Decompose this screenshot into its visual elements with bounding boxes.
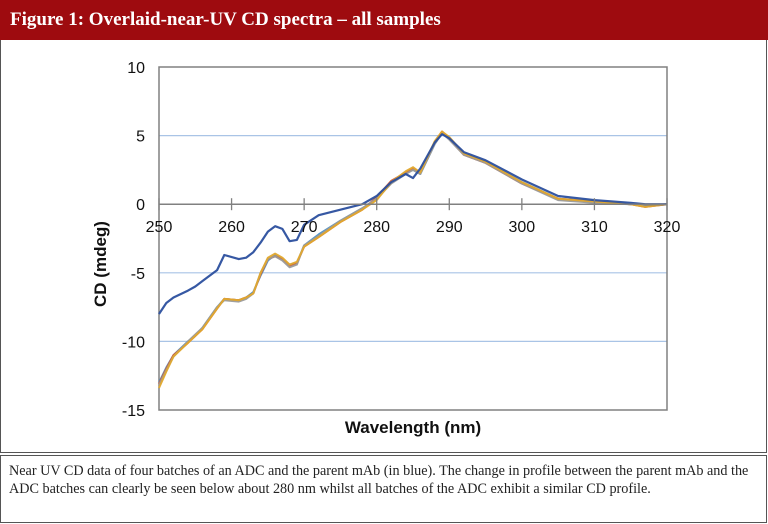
x-tick-label: 290 bbox=[436, 219, 463, 236]
y-tick-label: 0 bbox=[136, 197, 145, 214]
y-axis-label: CD (mdeg) bbox=[91, 221, 110, 307]
x-tick-label: 250 bbox=[146, 219, 173, 236]
y-tick-label: -5 bbox=[131, 266, 145, 283]
y-tick-labels: 10 5 0 -5 -10 -15 bbox=[122, 60, 145, 420]
x-tick-label: 280 bbox=[363, 219, 390, 236]
x-tick-label: 320 bbox=[654, 219, 681, 236]
series-layer bbox=[158, 130, 668, 389]
grid-lines bbox=[159, 134, 667, 342]
plot-frame bbox=[158, 66, 668, 411]
y-tick-label: 5 bbox=[136, 129, 145, 146]
x-tick-label: 310 bbox=[581, 219, 608, 236]
y-tick-label: -10 bbox=[122, 334, 145, 351]
series-line-adc-batch-4 bbox=[158, 130, 668, 389]
cd-spectra-chart: 10 5 0 -5 -10 -15 250 260 270 280 290 300 310 320 CD… bbox=[91, 60, 681, 437]
x-axis-label: Wavelength (nm) bbox=[345, 418, 481, 437]
figure-caption: Near UV CD data of four batches of an AD… bbox=[0, 455, 767, 523]
x-tick-label: 300 bbox=[509, 219, 536, 236]
figure-body: 10 5 0 -5 -10 -15 250 260 270 280 290 300 310 320 CD… bbox=[0, 40, 767, 453]
figure-title: Figure 1: Overlaid-near-UV CD spectra – … bbox=[0, 0, 768, 40]
x-tick-label: 260 bbox=[218, 219, 245, 236]
x-tick-labels: 250 260 270 280 290 300 310 320 bbox=[146, 219, 681, 236]
series-line-parent-mab bbox=[158, 133, 667, 315]
y-tick-label: -15 bbox=[122, 403, 145, 420]
y-tick-label: 10 bbox=[127, 60, 145, 77]
x-tick-label: 270 bbox=[291, 219, 318, 236]
plot-border bbox=[158, 66, 668, 411]
x-axis bbox=[158, 198, 668, 211]
